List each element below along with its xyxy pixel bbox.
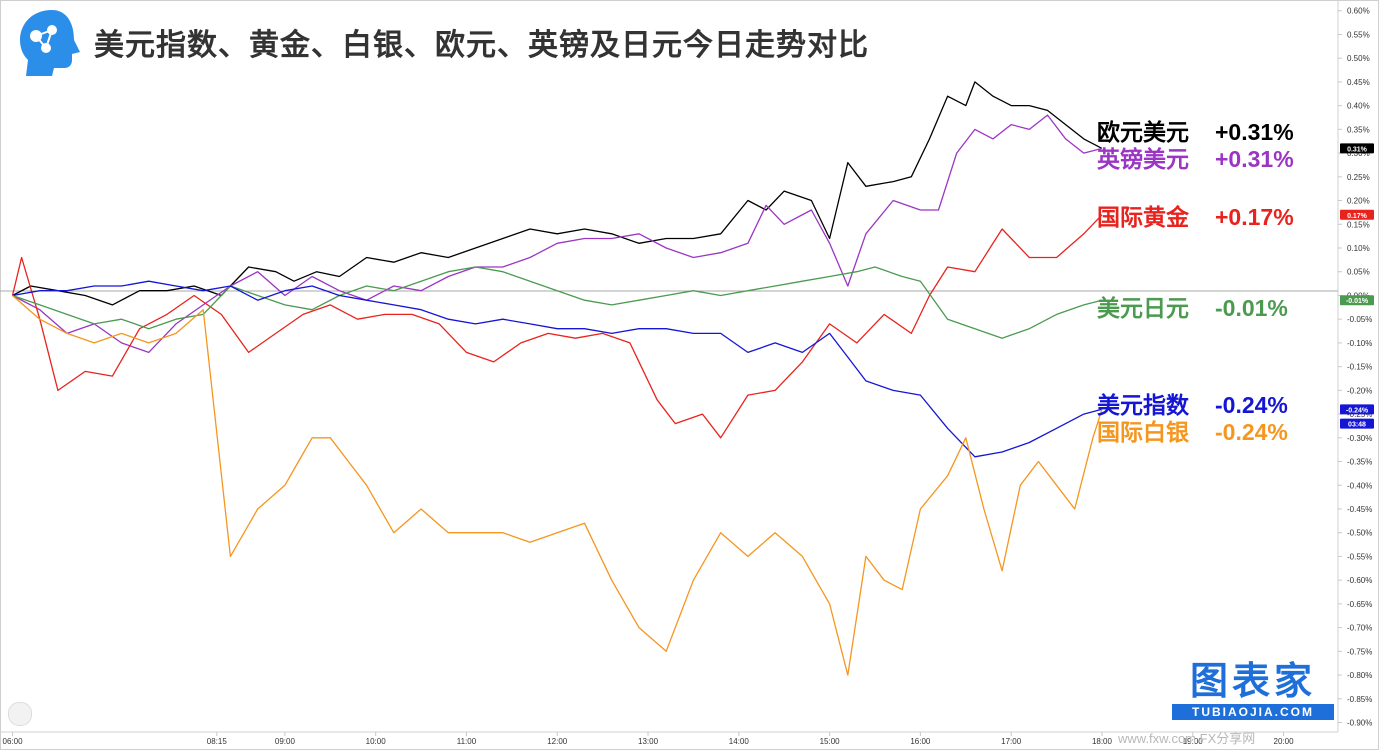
label-gbpusd: 英镑美元 +0.31% (1097, 140, 1294, 174)
price-tag-box (1340, 418, 1374, 429)
y-tick-label: -0.35% (1347, 458, 1372, 467)
y-tick-label: 0.50% (1347, 54, 1370, 63)
x-tick-label: 09:00 (275, 737, 296, 746)
price-tag-box (1340, 209, 1374, 220)
y-tick-label: 0.45% (1347, 78, 1370, 87)
y-tick-label: -0.15% (1347, 363, 1372, 372)
label-silver-value: -0.24% (1215, 419, 1288, 445)
y-tick-label: -0.90% (1347, 719, 1372, 728)
y-tick-label: -0.70% (1347, 624, 1372, 633)
brain-logo-icon (20, 10, 80, 76)
price-tag-box (1340, 295, 1374, 306)
x-tick-label: 11:00 (457, 737, 477, 746)
brand-logo: 图表家 TUBIAOJIA.COM (1168, 660, 1338, 722)
x-tick-label: 16:00 (910, 737, 931, 746)
y-tick-label: 0.60% (1347, 7, 1370, 16)
y-tick-label: 0.15% (1347, 220, 1370, 229)
y-tick-label: 0.20% (1347, 197, 1370, 206)
price-tags: 0.31% 0.17% -0.01% -0.24% 03:48 (1340, 143, 1374, 429)
x-axis-ticks: 06:00 08:15 09:00 10:00 11:00 12:00 13:00 14:00… (3, 732, 1295, 746)
y-tick-label: 0.05% (1347, 268, 1370, 277)
y-tick-label: -0.80% (1347, 671, 1372, 680)
label-gold-name: 国际黄金 (1097, 204, 1189, 230)
series-line-0 (12, 81, 1103, 306)
y-tick-label: 0.30% (1347, 149, 1370, 158)
y-tick-label: 0.55% (1347, 30, 1370, 39)
series-line-2 (11, 214, 1103, 439)
y-tick-label: 0.35% (1347, 125, 1370, 134)
price-tag-label: -0.24% (1346, 407, 1369, 414)
y-tick-label: -0.10% (1347, 339, 1372, 348)
label-eurusd: 欧元美元 +0.31% (1097, 113, 1294, 147)
x-tick-label: 15:00 (820, 737, 841, 746)
series-layer (11, 81, 1103, 676)
price-tag-label: 0.31% (1347, 146, 1368, 153)
series-line-1 (12, 114, 1103, 354)
label-gold-value: +0.17% (1215, 204, 1294, 230)
series-line-4 (12, 280, 1103, 458)
y-tick-label: 0.25% (1347, 173, 1370, 182)
x-tick-label: 18:00 (1092, 737, 1113, 746)
y-tick-label: -0.25% (1347, 410, 1372, 419)
x-tick-label: 06:00 (3, 737, 24, 746)
x-tick-label: 17:00 (1001, 737, 1022, 746)
watermark: www.fxw.com FX分享网 (1118, 731, 1256, 746)
label-dxy: 美元指数 -0.24% (1097, 386, 1288, 420)
x-tick-label: 12:00 (547, 737, 568, 746)
brand-name: 图表家 (1189, 659, 1316, 703)
y-tick-label: -0.50% (1347, 529, 1372, 538)
x-tick-label: 20:00 (1274, 737, 1295, 746)
price-tag-label: 0.17% (1347, 213, 1368, 220)
price-tag-label: 03:48 (1348, 422, 1366, 429)
brand-url: TUBIAOJIA.COM (1172, 704, 1334, 720)
y-tick-label: 0.10% (1347, 244, 1370, 253)
label-eurusd-name: 欧元美元 (1097, 119, 1189, 145)
y-tick-label: -0.60% (1347, 576, 1372, 585)
label-dxy-name: 美元指数 (1097, 392, 1189, 418)
label-gbpusd-value: +0.31% (1215, 146, 1294, 172)
y-tick-label: -0.40% (1347, 481, 1372, 490)
x-tick-label: 13:00 (638, 737, 659, 746)
x-tick-label: 19:00 (1183, 737, 1204, 746)
label-usdjpy: 美元日元 -0.01% (1097, 289, 1288, 323)
label-eurusd-value: +0.31% (1215, 119, 1294, 145)
y-tick-label: -0.55% (1347, 552, 1372, 561)
page-title: 美元指数、黄金、白银、欧元、英镑及日元今日走势对比 (94, 29, 869, 62)
price-tag-box (1340, 404, 1374, 415)
y-tick-label: -0.45% (1347, 505, 1372, 514)
y-tick-label: -0.20% (1347, 386, 1372, 395)
label-dxy-value: -0.24% (1215, 392, 1288, 418)
series-line-3 (12, 266, 1103, 339)
x-tick-label: 10:00 (366, 737, 387, 746)
y-tick-label: -0.65% (1347, 600, 1372, 609)
x-tick-label: 08:15 (207, 737, 228, 746)
y-tick-label: -0.75% (1347, 647, 1372, 656)
price-tag-box (1340, 143, 1374, 154)
price-tag-label: -0.01% (1346, 298, 1369, 305)
label-usdjpy-name: 美元日元 (1097, 295, 1189, 321)
label-gbpusd-name: 英镑美元 (1097, 146, 1189, 172)
label-silver: 国际白银 -0.24% (1097, 413, 1288, 447)
y-tick-label: -0.85% (1347, 695, 1372, 704)
label-usdjpy-value: -0.01% (1215, 295, 1288, 321)
y-tick-label: 0.40% (1347, 102, 1370, 111)
label-silver-name: 国际白银 (1097, 419, 1189, 445)
label-gold: 国际黄金 +0.17% (1097, 198, 1294, 232)
x-tick-label: 14:00 (729, 737, 750, 746)
series-line-5 (12, 295, 1103, 676)
y-tick-label: -0.05% (1347, 315, 1372, 324)
tradingview-icon[interactable] (8, 702, 32, 726)
y-tick-label: -0.30% (1347, 434, 1372, 443)
